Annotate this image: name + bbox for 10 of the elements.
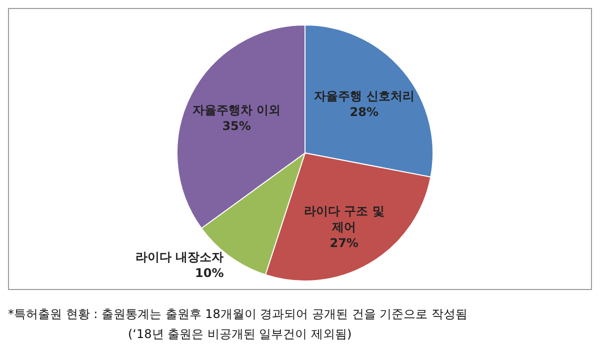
data-label: 35%	[222, 119, 251, 134]
slice-label: 라이다 내장소자	[136, 250, 224, 264]
slice-label: 라이다 구조 및 제어	[304, 204, 384, 234]
text: *특허출원 현황 : 출원통계는 출원후 18개월이 경과되어 공개된 건을 기준으로 작성됨	[8, 306, 468, 323]
slice-label: 자율주행 신호처리	[314, 89, 414, 104]
text: (‘18년 출원은 비공개된 일부건이 제외됨)	[127, 326, 353, 343]
data-label: 28%	[350, 105, 379, 120]
data-label: 10%	[195, 266, 224, 280]
data-label: 27%	[330, 236, 358, 250]
slice-label: 자율주행차 이외	[192, 103, 281, 118]
